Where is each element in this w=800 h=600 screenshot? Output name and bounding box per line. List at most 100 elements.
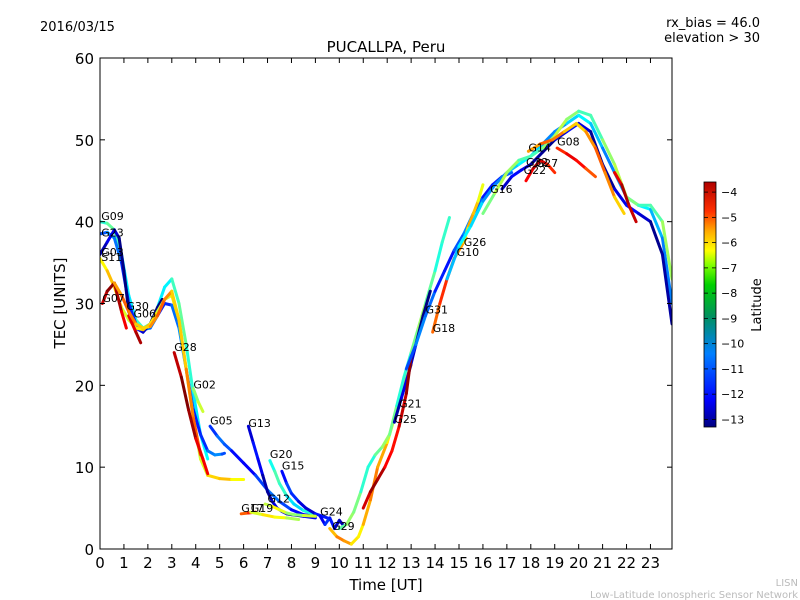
- series-segment: [218, 477, 234, 481]
- satellite-label: G02: [193, 379, 216, 392]
- colorbar-tick-label: −10: [721, 338, 744, 351]
- series-G15: [280, 469, 329, 520]
- series-segment: [172, 351, 183, 379]
- satellite-label: G18: [433, 322, 456, 335]
- series-segment: [163, 277, 174, 289]
- series-segment: [100, 240, 109, 256]
- x-tick-label: 17: [497, 554, 516, 572]
- y-tick-label: 60: [75, 50, 94, 68]
- series-segment: [565, 113, 581, 125]
- series-segment: [577, 109, 593, 117]
- x-tick-label: 20: [569, 554, 588, 572]
- series-segment: [471, 199, 480, 215]
- series-segment: [201, 457, 210, 476]
- satellite-label: G28: [174, 341, 197, 354]
- y-axis: 0 10 20 30 40 50 60: [75, 50, 672, 559]
- series-segment: [100, 289, 109, 305]
- series-segment: [170, 303, 181, 330]
- credit-long: Low-Latitude Ionospheric Sensor Network: [590, 590, 798, 600]
- series-segment: [376, 465, 387, 481]
- series-segment: [105, 221, 116, 232]
- satellite-label: G24: [320, 505, 343, 518]
- colorbar-tick-label: −7: [721, 262, 737, 275]
- colorbar-tick-label: −6: [721, 237, 737, 250]
- satellite-label: G05: [210, 415, 233, 428]
- series-segment: [443, 248, 456, 273]
- series-segment: [155, 297, 167, 318]
- series-G14: [526, 121, 626, 215]
- series-layer: [100, 109, 672, 546]
- series-segment: [388, 404, 399, 436]
- series-segment: [356, 522, 365, 539]
- series-segment: [620, 183, 631, 207]
- x-tick-label: 22: [617, 554, 636, 572]
- series-segment: [297, 500, 308, 510]
- series-segment: [361, 490, 372, 510]
- satellite-label: G23: [101, 226, 124, 239]
- series-segment: [538, 138, 554, 146]
- series-G30: [127, 314, 143, 345]
- series-segment: [285, 494, 296, 506]
- series-segment: [574, 121, 588, 134]
- satellite-label: G09: [101, 210, 124, 223]
- series-segment: [194, 437, 205, 461]
- satellite-label: G07: [102, 292, 125, 305]
- series-segment: [120, 310, 128, 330]
- satellite-label: S11: [101, 251, 122, 264]
- series-segment: [266, 490, 274, 504]
- series-segment: [345, 510, 356, 526]
- series-segment: [366, 453, 377, 469]
- series-segment: [273, 469, 281, 486]
- series-segment: [184, 342, 195, 396]
- series-segment: [510, 168, 523, 179]
- series-segment: [553, 117, 569, 138]
- x-axis: 0 1 2 3 4 5 6 7 8 9 10 11 12 13 14 15 16 17 18 19 20 21 22 23: [95, 58, 660, 572]
- date-label: 2016/03/15: [40, 20, 115, 35]
- satellite-label: G20: [270, 448, 293, 461]
- series-segment: [500, 175, 514, 191]
- series-segment: [589, 113, 605, 142]
- y-tick-label: 10: [75, 459, 94, 477]
- x-tick-label: 11: [354, 554, 373, 572]
- series-segment: [469, 199, 485, 228]
- series-segment: [361, 498, 372, 526]
- series-segment: [648, 203, 664, 224]
- series-segment: [529, 146, 545, 158]
- series-segment: [246, 424, 255, 445]
- y-tick-label: 30: [75, 296, 94, 314]
- series-segment: [467, 211, 475, 228]
- series-segment: [208, 424, 219, 438]
- series-G28: [172, 351, 210, 476]
- series-segment: [100, 256, 109, 273]
- series-segment: [397, 392, 408, 428]
- satellite-label: G30: [126, 300, 149, 313]
- x-tick-label: 12: [378, 554, 397, 572]
- series-segment: [383, 449, 394, 469]
- x-tick-label: 7: [263, 554, 273, 572]
- series-segment: [517, 154, 533, 162]
- satellite-label: G25: [394, 413, 417, 426]
- y-tick-label: 20: [75, 377, 94, 395]
- series-segment: [660, 252, 672, 326]
- series-segment: [574, 158, 588, 170]
- x-tick-label: 16: [473, 554, 492, 572]
- series-segment: [368, 477, 380, 494]
- series-segment: [177, 318, 188, 371]
- satellite-label: G10: [457, 246, 480, 259]
- series-segment: [660, 220, 672, 281]
- x-tick-label: 14: [426, 554, 445, 572]
- series-segment: [328, 516, 337, 531]
- series-segment: [431, 302, 442, 334]
- x-tick-label: 10: [330, 554, 349, 572]
- series-segment: [601, 138, 617, 166]
- series-segment: [660, 236, 672, 305]
- series-segment: [627, 203, 638, 224]
- series-segment: [519, 162, 533, 172]
- series-segment: [328, 527, 339, 539]
- colorbar-tick-label: −5: [721, 211, 737, 224]
- satellite-label: G22: [524, 164, 547, 177]
- series-G25: [337, 216, 451, 531]
- series-segment: [148, 314, 159, 328]
- series-segment: [421, 289, 432, 318]
